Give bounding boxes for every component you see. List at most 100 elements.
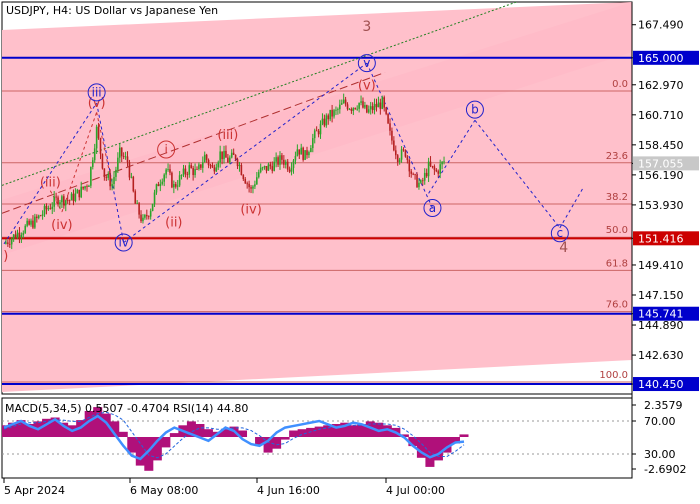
candle-body [57,197,59,205]
candle-body [227,157,229,163]
candle-body [369,106,372,110]
wave-label-circle [465,100,484,119]
candle-body [88,185,90,187]
candle-body [211,165,214,168]
candle-body [10,238,13,245]
wave-label: iv [118,236,128,250]
candle-body [225,150,227,158]
price-axis: 167.490 165.000 162.970 160.710 158.450 157.0… [631,2,699,478]
forecast-segment [428,119,476,194]
candle-body [377,102,380,108]
price-tag-label: 151.416 [638,232,684,245]
candle-body [281,155,283,160]
candle-body [165,169,167,175]
candle-body [184,168,187,175]
candle-body [387,113,389,124]
candle-body [317,130,320,135]
candle-body [188,165,191,175]
candle-body [431,165,434,167]
chart-title: USDJPY, H4: US Dollar vs Japanese Yen [6,4,218,17]
candle-body [393,140,395,151]
candle-body [26,220,28,226]
candle-body [167,169,169,170]
candle-body [115,169,117,177]
price-tick-label: 158.450 [638,139,684,152]
candle-body [348,109,351,110]
candle-body [404,150,407,157]
candle-body [339,104,341,110]
candle-body [63,196,65,206]
candle-body [379,102,382,109]
candle-body [389,123,391,131]
candle-body [360,101,362,103]
macd-signal-line [3,411,465,459]
candle-body [422,180,424,182]
candle-body [429,161,432,166]
fib-label: 61.8 [606,258,628,269]
candle-body [122,156,125,157]
candle-body [292,160,295,169]
candle-body [161,181,164,184]
macd-label: MACD(5,34,5) 0.5507 -0.4704 RSI(14) 44.8… [5,402,248,415]
candle-body [163,174,165,182]
candle-body [51,206,54,209]
candle-body [159,183,162,187]
macd-bar [152,437,162,461]
candle-body [8,243,11,245]
candle-body [396,155,399,163]
wave-label-circle [114,233,133,252]
candle-body [55,196,57,198]
wave-label: a [429,201,436,215]
candle-body [200,164,202,168]
indicator-tick-label: 70.00 [644,415,676,428]
candle-body [34,216,36,228]
macd-bar [59,422,69,437]
macd-bar [314,426,324,437]
macd-bar [169,433,179,437]
price-tag [633,377,699,392]
candle-body [12,234,15,239]
candle-body [310,148,312,153]
candle-body [144,214,146,218]
candle-body [312,138,314,149]
candle-body [157,184,160,187]
candle-body [229,157,231,163]
candle-body [441,161,443,165]
candle-body [223,150,225,160]
candle-body [427,161,430,177]
candle-body [406,156,409,161]
candle-body [190,165,193,169]
candle-body [132,176,135,192]
candle-body [290,168,293,172]
macd-bar [399,434,409,437]
macd-bar [135,437,145,466]
macd-bar [93,407,103,437]
candle-body [39,215,42,217]
candle-body [128,162,131,178]
candle-body [300,147,303,155]
price-tick-label: 149.410 [638,259,684,272]
candle-body [37,215,40,219]
candle-body [194,169,196,176]
horizontal-levels [2,56,632,386]
candle-body [342,99,345,104]
candle-body [354,107,357,109]
candle-body [192,168,194,176]
wave-label: (iv) [240,202,261,217]
candle-body [306,150,308,156]
wave-label: 4 [559,240,568,256]
candle-body [340,103,343,105]
candle-body [80,186,82,198]
macd-bar [25,424,35,437]
wave-label-circle [550,224,569,243]
forecast-segment [559,187,584,229]
wave-label-circle [423,198,442,217]
candle-body [437,171,440,174]
candle-body [61,196,63,203]
macd-bar [42,418,52,437]
candle-body [283,159,285,165]
candle-body [90,166,92,186]
candle-body [271,166,274,171]
